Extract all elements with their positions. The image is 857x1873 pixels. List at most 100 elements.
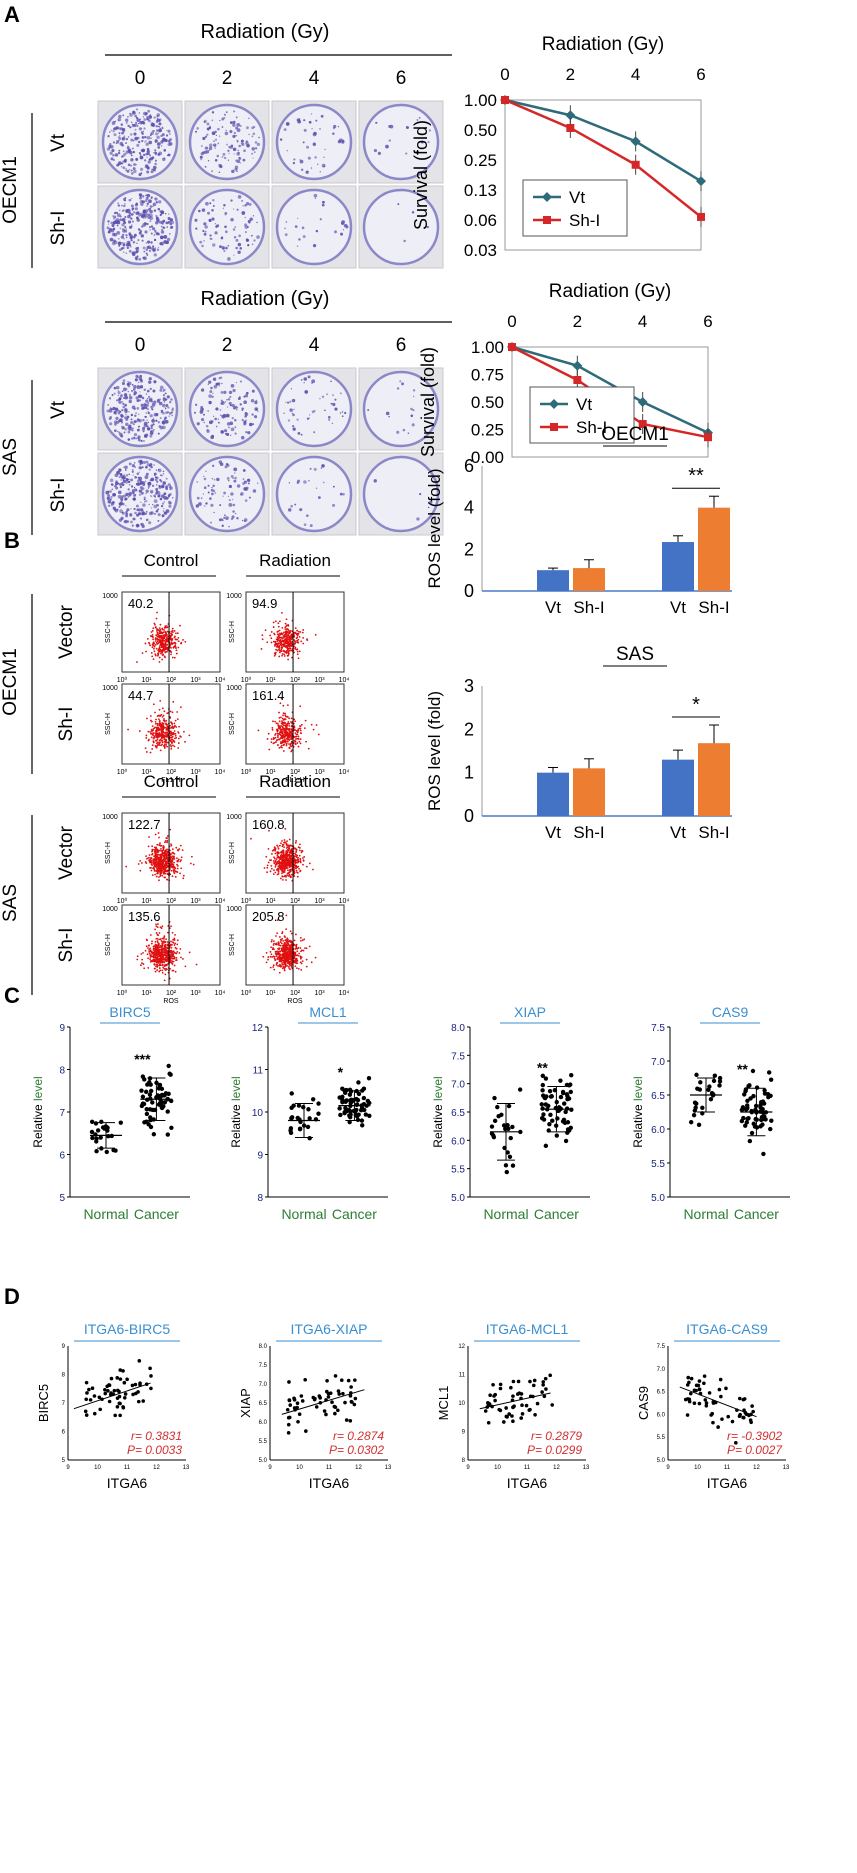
- colony: [126, 508, 130, 512]
- event-dot: [286, 715, 289, 718]
- colony: [117, 151, 121, 155]
- colony: [145, 196, 149, 200]
- colony: [147, 411, 151, 415]
- colony: [130, 138, 134, 142]
- event-dot: [290, 876, 292, 878]
- event-dot: [147, 857, 150, 859]
- event-dot: [290, 721, 292, 723]
- event-dot: [158, 836, 160, 839]
- event-dot: [296, 634, 299, 637]
- colony: [110, 157, 114, 161]
- event-dot: [288, 639, 291, 642]
- colony: [125, 236, 128, 239]
- colony: [221, 126, 224, 128]
- mean-fluorescence-value: 161.4: [252, 688, 285, 703]
- colony: [141, 406, 145, 410]
- colony: [207, 383, 209, 385]
- event-dot: [162, 744, 165, 747]
- event-dot: [299, 870, 302, 873]
- colony: [158, 122, 162, 126]
- event-dot: [150, 635, 153, 638]
- event-dot: [293, 640, 296, 642]
- colony: [203, 232, 207, 236]
- event-dot: [294, 647, 297, 650]
- colony: [209, 234, 212, 237]
- colony: [339, 412, 342, 414]
- colony: [233, 208, 235, 210]
- event-dot: [282, 704, 285, 707]
- event-dot: [153, 956, 156, 959]
- colony: [209, 237, 212, 240]
- colony: [223, 491, 226, 495]
- event-dot: [162, 734, 164, 736]
- event-dot: [171, 943, 173, 946]
- event-dot: [154, 711, 156, 714]
- event-dot: [279, 634, 281, 636]
- colony: [118, 149, 121, 152]
- colony: [162, 403, 166, 408]
- colony: [108, 146, 111, 149]
- colony: [161, 411, 163, 414]
- event-dot: [279, 636, 282, 639]
- event-dot: [173, 956, 176, 959]
- event-dot: [172, 969, 175, 972]
- colony: [206, 429, 209, 432]
- colony: [117, 241, 122, 246]
- colony: [317, 496, 321, 499]
- colony: [125, 514, 129, 518]
- event-dot: [281, 937, 284, 940]
- event-dot: [285, 847, 288, 849]
- colony: [149, 387, 152, 391]
- colony: [164, 511, 168, 515]
- colony: [157, 421, 161, 424]
- event-dot: [158, 650, 161, 653]
- event-dot: [158, 932, 161, 934]
- y-axis-label: SSC-H: [229, 842, 236, 864]
- colony: [211, 119, 214, 122]
- colony: [159, 242, 163, 246]
- y-tick-label: 1.00: [471, 338, 504, 357]
- event-dot: [153, 650, 156, 653]
- colony: [385, 411, 390, 416]
- event-dot: [173, 944, 176, 946]
- event-dot: [288, 739, 291, 741]
- cell-line-label: OECM1: [0, 648, 21, 716]
- colony: [215, 382, 219, 386]
- event-dot: [169, 734, 172, 737]
- x-tick-label: 6: [703, 312, 712, 331]
- colony: [228, 401, 232, 405]
- event-dot: [157, 953, 160, 956]
- colony: [146, 193, 149, 197]
- colony: [214, 223, 216, 225]
- event-dot: [170, 961, 173, 964]
- y-tick-label: 0.25: [471, 421, 504, 440]
- colony: [122, 387, 127, 392]
- colony: [251, 126, 255, 130]
- y-tick-label: 1000: [102, 593, 118, 600]
- event-dot: [297, 738, 300, 740]
- colony: [145, 412, 148, 414]
- event-dot: [286, 851, 289, 854]
- colony: [133, 488, 138, 492]
- colony: [204, 505, 206, 507]
- event-dot: [305, 958, 308, 961]
- colony: [128, 211, 132, 215]
- event-dot: [148, 952, 151, 955]
- colony: [148, 119, 151, 123]
- colony: [146, 427, 151, 431]
- event-dot: [170, 843, 172, 846]
- colony: [162, 473, 165, 475]
- colony: [136, 472, 139, 475]
- colony: [299, 508, 303, 512]
- event-dot: [272, 964, 275, 967]
- event-dot: [269, 951, 272, 953]
- colony: [221, 155, 224, 158]
- colony: [214, 231, 218, 235]
- colony: [203, 119, 207, 123]
- colony: [117, 202, 120, 205]
- event-dot: [170, 951, 173, 954]
- event-dot: [152, 703, 155, 706]
- event-dot: [148, 944, 150, 947]
- colony: [146, 246, 150, 249]
- colony: [204, 230, 207, 233]
